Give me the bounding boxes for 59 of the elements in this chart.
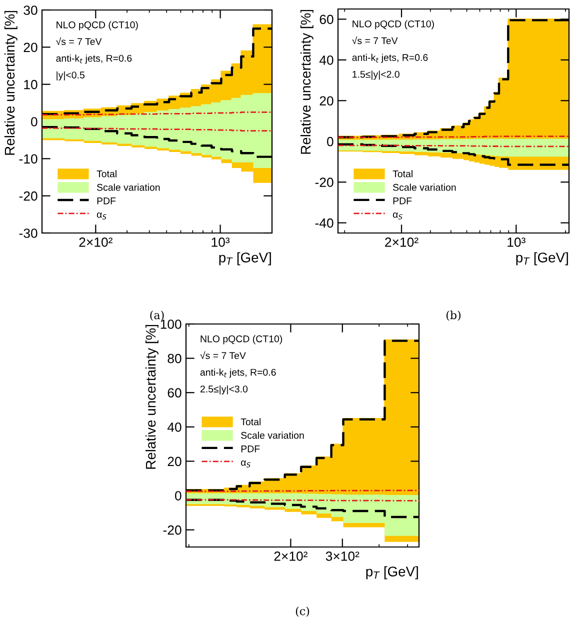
annotation: NLO pQCD (CT10) [200,335,282,344]
x-axis-title: p$_{T}$ [GeV] [219,252,271,266]
annotation: √s = 7 TeV [56,37,102,46]
legend-label: α$_{S}$ [96,212,106,220]
x-axis-title: p$_{T}$ [GeV] [516,252,568,266]
legend-label: α$_{S}$ [241,460,250,468]
legend-label: Total [240,418,261,426]
annotation: anti-k$_{t}$ jets, R=0.6 [56,54,132,64]
y-tick-label: 0 [327,136,334,146]
legend-label: Scale variation [241,432,304,439]
text: (c) [296,606,310,617]
y-tick-label: 0 [175,491,182,500]
annotation: 2.5≤|y|<3.0 [200,385,248,394]
x-tick-label: 2×10² [79,238,112,247]
x-tick-label: 10³ [508,238,526,247]
y-tick-label: -30 [19,228,38,238]
y-tick-label: -20 [163,525,182,535]
annotation: 1.5≤|y|<2.0 [352,70,400,80]
y-tick-label: 20 [168,456,182,466]
annotation: NLO pQCD (CT10) [56,21,138,30]
y-tick-label: 30 [24,6,38,15]
legend-label: Total [392,170,412,178]
x-tick-label: 10³ [212,238,230,247]
annotation: NLO pQCD (CT10) [352,20,434,30]
y-tick-label: 40 [167,422,182,432]
legend-label: PDF [241,446,260,452]
x-tick-label: 2×10² [274,552,308,561]
annotation: √s = 7 TeV [200,351,246,360]
x-tick-label: 3×10² [326,552,360,561]
y-tick-label: -10 [19,154,38,164]
y-tick-label: -40 [315,218,334,228]
x-axis-title: p$_{T}$ [GeV] [366,566,418,580]
y-tick-label: 60 [168,388,182,398]
legend-label: Total [96,170,116,178]
y-tick-label: 0 [31,117,38,126]
annotation: anti-k$_{t}$ jets, R=0.6 [200,368,276,378]
text: (a) [150,310,164,321]
y-tick-label: -20 [19,191,38,201]
y-axis-title: Relative uncertainty [%] [4,10,18,155]
text: (b) [446,310,461,321]
y-tick-label: 80 [168,354,182,364]
annotation: anti-k$_{t}$ jets, R=0.6 [352,54,428,63]
y-tick-label: 20 [24,42,38,52]
y-tick-label: -20 [315,178,334,187]
x-tick-label: 2×10² [385,238,418,247]
y-tick-label: 10 [24,80,38,90]
annotation: √s = 7 TeV [352,36,398,44]
y-tick-label: 100 [160,320,182,329]
y-axis-title: Relative uncertainty [%] [300,10,314,154]
legend-label: PDF [97,198,116,204]
legend-label: Scale variation [393,184,456,191]
y-axis-title: Relative uncertainty [%] [145,324,158,469]
y-tick-label: 60 [320,14,334,24]
legend-label: α$_{S}$ [392,212,402,220]
annotation: |y|<0.5 [56,71,84,80]
legend-label: PDF [393,198,412,204]
y-tick-label: 40 [319,55,334,65]
y-tick-label: 20 [320,96,334,106]
legend-label: Scale variation [96,184,160,191]
